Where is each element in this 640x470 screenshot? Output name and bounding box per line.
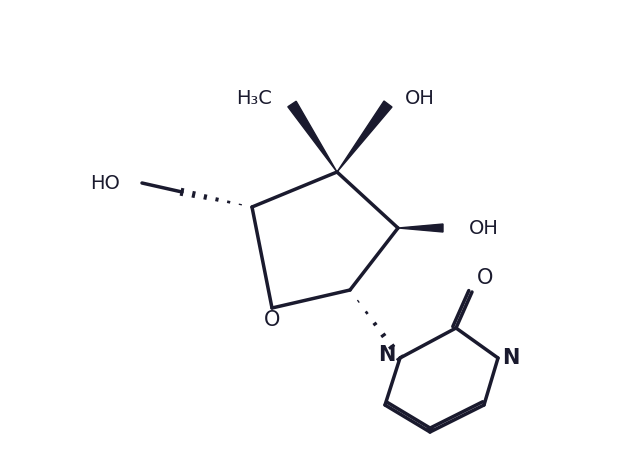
Text: OH: OH	[405, 88, 435, 108]
Text: O: O	[477, 268, 493, 288]
Text: HO: HO	[90, 173, 120, 193]
Text: H₃C: H₃C	[236, 88, 272, 108]
Polygon shape	[337, 101, 392, 172]
Text: N: N	[502, 348, 520, 368]
Polygon shape	[398, 224, 443, 232]
Text: OH: OH	[469, 219, 499, 237]
Text: O: O	[264, 310, 280, 330]
Text: N: N	[378, 345, 396, 365]
Polygon shape	[288, 101, 337, 172]
